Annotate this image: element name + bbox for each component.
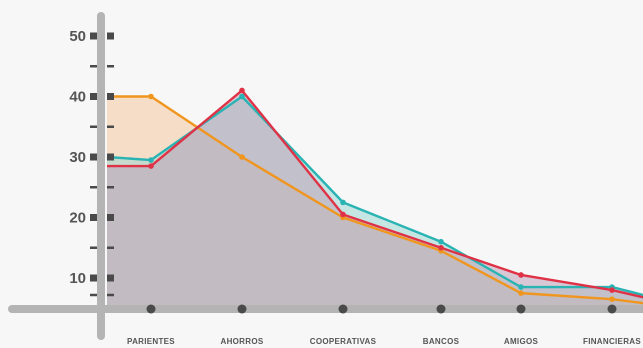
y-tick-label-50: 50 bbox=[69, 28, 86, 45]
series-2-area bbox=[107, 90, 643, 309]
x-tick-dot-5 bbox=[607, 304, 617, 314]
x-tick-dot-0 bbox=[146, 304, 156, 314]
y-tick-label-10: 10 bbox=[69, 270, 86, 287]
point-layer bbox=[148, 87, 615, 302]
y-tick-square-10 bbox=[90, 274, 97, 282]
series-2-point-4 bbox=[518, 272, 524, 278]
y-tick-label-20: 20 bbox=[69, 210, 86, 227]
series-0-point-1 bbox=[239, 154, 245, 160]
x-tick-label-5: FINANCIERAS bbox=[583, 337, 641, 346]
series-2-line bbox=[107, 89, 643, 299]
x-tick-label-3: BANCOS bbox=[423, 337, 460, 346]
series-2-point-2 bbox=[340, 211, 346, 218]
y-tick-square-inner-40 bbox=[107, 93, 114, 100]
tick-layer: 10 20 30 40 50 PARIENTES AHORROS COOPERATIVAS BA… bbox=[69, 28, 641, 346]
x-tick-label-1: AHORROS bbox=[221, 337, 264, 346]
x-tick-dot-1 bbox=[237, 304, 247, 314]
y-tick-label-30: 30 bbox=[69, 149, 86, 166]
y-tick-square-20 bbox=[90, 214, 97, 221]
x-tick-label-0: PARIENTES bbox=[127, 337, 175, 346]
y-tick-square-50 bbox=[90, 32, 97, 40]
series-0-line bbox=[107, 95, 643, 305]
y-tick-label-40: 40 bbox=[69, 89, 86, 106]
series-0-point-0 bbox=[148, 93, 154, 100]
series-2-point-0 bbox=[148, 163, 154, 169]
y-tick-square-inner-30 bbox=[107, 153, 114, 161]
line-layer bbox=[106, 89, 643, 305]
y-tick-square-inner-50 bbox=[107, 32, 114, 40]
series-0-point-5 bbox=[609, 296, 615, 302]
x-tick-dot-2 bbox=[338, 304, 348, 314]
x-tick-dot-4 bbox=[516, 304, 526, 314]
y-tick-square-inner-10 bbox=[107, 274, 114, 282]
series-2-point-5 bbox=[609, 287, 615, 293]
y-tick-square-inner-20 bbox=[107, 214, 114, 221]
series-1-point-2 bbox=[340, 199, 346, 206]
area-layer bbox=[107, 90, 643, 309]
x-tick-label-4: AMIGOS bbox=[504, 337, 539, 346]
series-2-point-3 bbox=[438, 244, 444, 251]
series-1-point-0 bbox=[148, 157, 154, 163]
series-2-point-1 bbox=[239, 87, 245, 94]
series-1-point-1 bbox=[239, 93, 245, 100]
axes-layer bbox=[8, 12, 643, 340]
x-tick-dot-3 bbox=[436, 304, 446, 314]
series-1-point-4 bbox=[518, 284, 524, 290]
series-1-point-3 bbox=[438, 238, 444, 245]
series-0-point-4 bbox=[518, 290, 524, 296]
y-tick-square-40 bbox=[90, 93, 97, 100]
y-tick-square-30 bbox=[90, 153, 97, 161]
x-tick-label-2: COOPERATIVAS bbox=[310, 337, 377, 346]
